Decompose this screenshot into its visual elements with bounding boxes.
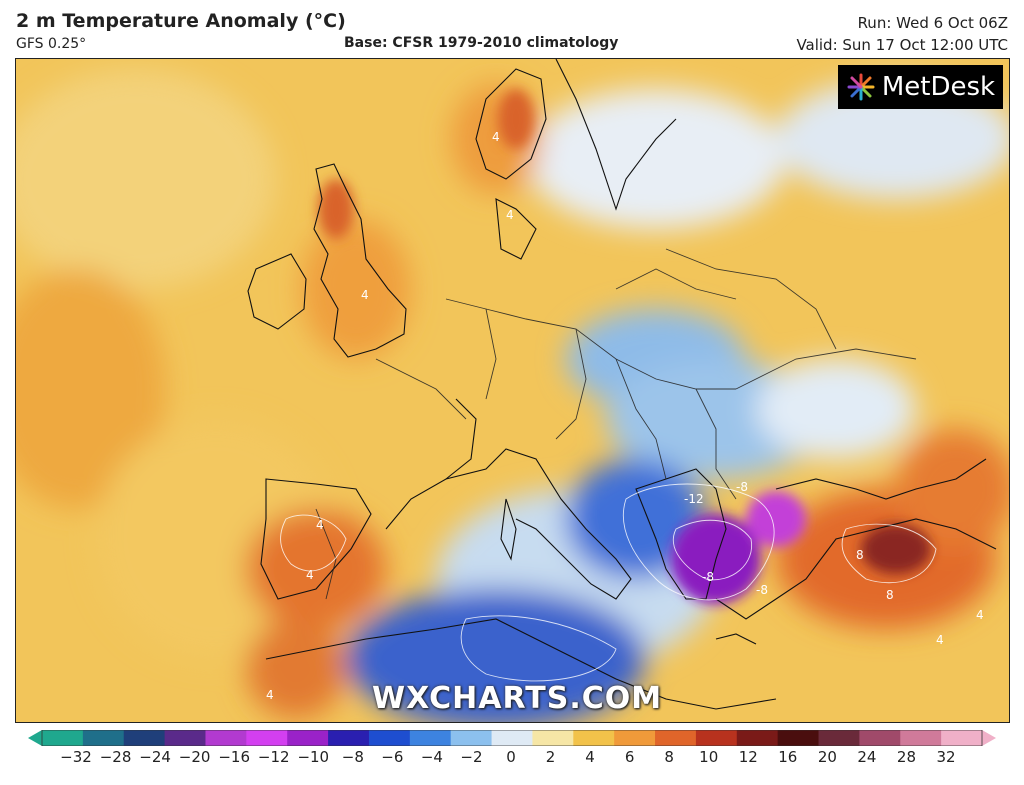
contour-labels: 4 4 4 4 4 4 8 8 -8 -8 -12 -8 4 4	[266, 130, 984, 702]
colorbar-tick-label: 0	[506, 748, 516, 766]
map-canvas: 4 4 4 4 4 4 8 8 -8 -8 -12 -8 4 4	[16, 59, 1009, 722]
colorbar-tick-label: 8	[664, 748, 674, 766]
colorbar-tick-label: 10	[699, 748, 719, 766]
contour-label: 8	[856, 548, 864, 562]
coastlines	[247, 59, 997, 710]
colorbar-outline	[41, 730, 983, 746]
contour-label: 4	[506, 208, 514, 222]
colorbar-swatch	[573, 730, 615, 746]
contour-label: 4	[316, 518, 324, 532]
colorbar-swatch	[532, 730, 574, 746]
metdesk-logo: MetDesk	[838, 65, 1003, 109]
colorbar-swatch	[205, 730, 247, 746]
colorbar-swatch	[368, 730, 411, 746]
colorbar-ticks: −32 −28 −24 −20 −16 −12 −10 −8 −6 −4 −2 0 2 4 6 8 10 12 16…	[0, 748, 1024, 772]
colorbar-tick-label: 20	[817, 748, 837, 766]
contour-label: 4	[492, 130, 500, 144]
contour-label: 4	[306, 568, 314, 582]
contour-label: -12	[684, 492, 704, 506]
contour-label: 8	[886, 588, 894, 602]
colorbar-swatch	[123, 730, 166, 746]
contour-label: 4	[936, 633, 944, 647]
colorbar-tick-label: −32	[60, 748, 92, 766]
colorbar-swatch	[82, 730, 125, 746]
colorbar-tick-label: −10	[297, 748, 330, 766]
colorbar-swatch	[287, 730, 329, 746]
colorbar-swatch	[695, 730, 738, 746]
colorbar-swatch	[409, 730, 452, 746]
colorbar-swatch	[900, 730, 942, 746]
colorbar-swatch	[614, 730, 656, 746]
colorbar-tick-label: −20	[178, 748, 211, 766]
contour-label: 4	[361, 288, 369, 302]
colorbar-swatch	[655, 730, 697, 746]
brand-name: MetDesk	[881, 72, 996, 102]
colorbar-tick-label: 28	[896, 748, 916, 766]
contour-label: 4	[266, 688, 274, 702]
colorbar-tick-label: 24	[857, 748, 877, 766]
contours	[280, 483, 937, 682]
colorbar-tick-label: −6	[381, 748, 404, 766]
colorbar-swatch	[736, 730, 779, 746]
colorbar-tick-label: 4	[585, 748, 595, 766]
colorbar-tick-label: −8	[341, 748, 364, 766]
colorbar-tick-label: 2	[545, 748, 556, 766]
climatology-label: Base: CFSR 1979-2010 climatology	[344, 35, 619, 51]
colorbar-swatch	[328, 730, 370, 746]
anomaly-map[interactable]: 4 4 4 4 4 4 8 8 -8 -8 -12 -8 4 4	[15, 58, 1010, 723]
wxcharts-watermark: WXCHARTS.COM	[372, 681, 663, 716]
colorbar	[28, 730, 996, 746]
chart-title: 2 m Temperature Anomaly (°C)	[16, 10, 346, 32]
colorbar-tick-label: −16	[218, 748, 250, 766]
run-label: Run: Wed 6 Oct 06Z	[857, 14, 1008, 32]
colorbar-swatch	[941, 730, 983, 746]
colorbar-swatch	[777, 730, 820, 746]
colorbar-tick-label: 6	[624, 748, 635, 766]
colorbar-tick-label: 16	[778, 748, 798, 766]
colorbar-tick-label: 12	[738, 748, 758, 766]
colorbar-left-arrow	[28, 730, 42, 746]
contour-label: -8	[756, 583, 768, 597]
contour-label: -8	[736, 480, 748, 494]
borders	[315, 248, 917, 600]
colorbar-tick-label: −2	[460, 748, 483, 766]
colorbar-tick-label: −28	[99, 748, 132, 766]
colorbar-tick-label: 32	[936, 748, 956, 766]
colorbar-swatch	[859, 730, 901, 746]
colorbar-right-arrow	[982, 730, 996, 746]
colorbar-swatch	[42, 730, 84, 746]
model-label: GFS 0.25°	[16, 36, 87, 52]
colorbar-swatch	[246, 730, 288, 746]
contour-label: -8	[702, 570, 714, 584]
valid-time-label: Valid: Sun 17 Oct 12:00 UTC	[796, 36, 1008, 54]
contour-label: 4	[976, 608, 984, 622]
colorbar-tick-label: −24	[139, 748, 171, 766]
colorbar-swatch	[164, 730, 206, 746]
colorbar-swatch	[450, 730, 493, 746]
colorbar-tick-label: −4	[420, 748, 443, 766]
colorbar-swatch	[818, 730, 860, 746]
colorbar-tick-label: −12	[257, 748, 290, 766]
sunburst-icon	[847, 73, 875, 101]
colorbar-swatch	[491, 730, 533, 746]
